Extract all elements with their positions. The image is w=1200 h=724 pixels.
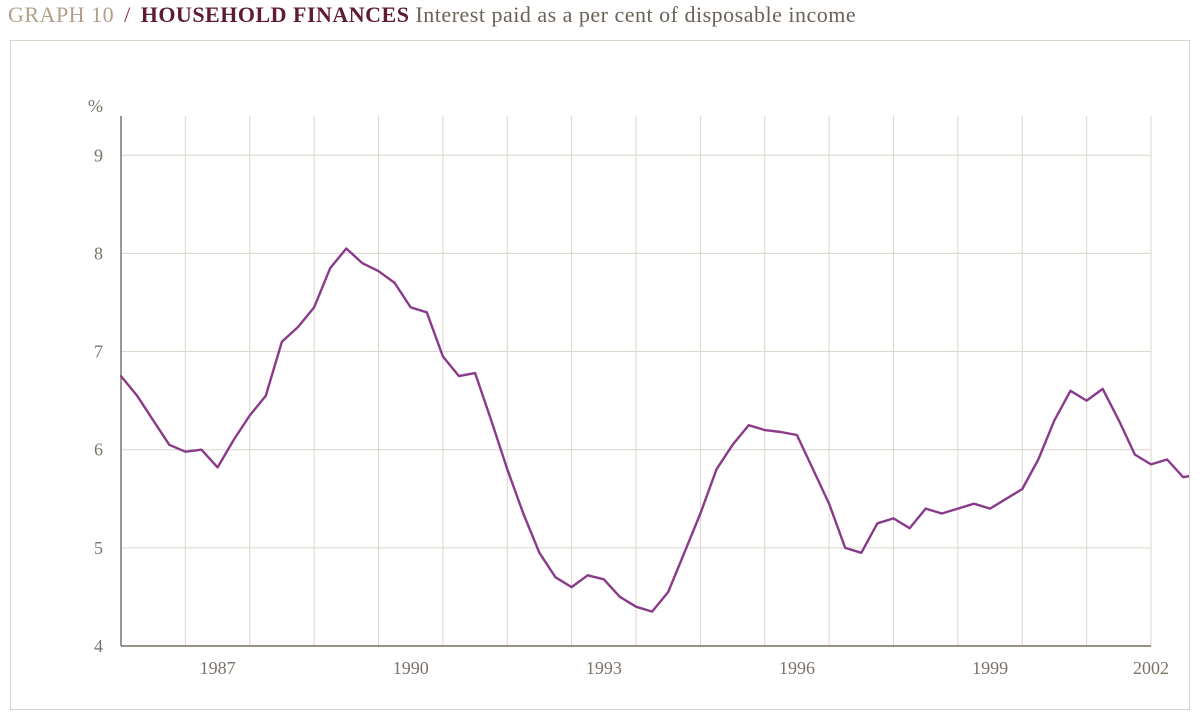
y-tick-label: 6 [94,440,103,460]
chart-frame: 4 5 6 7 8 9% 1987 1990 1993 1996 1999 2002 [10,40,1190,710]
x-tick-label: 1993 [586,658,622,678]
title-bold: HOUSEHOLD FINANCES [141,2,410,27]
title-subtitle: Interest paid as a per cent of disposabl… [415,2,856,27]
x-tick-label: 1996 [779,658,815,678]
y-tick-label: 5 [94,538,103,558]
x-tick-label: 1987 [200,658,236,678]
interest-paid-series [121,249,1189,612]
x-tick-label: 2002 [1133,658,1169,678]
y-tick-label: 7 [94,342,103,362]
line-chart: 4 5 6 7 8 9% 1987 1990 1993 1996 1999 2002 [11,41,1189,709]
x-tick-label: 1990 [393,658,429,678]
title-prefix: GRAPH 10 [8,2,114,27]
y-tick-label: 4 [94,636,103,656]
y-unit-label: % [88,96,103,116]
x-tick-label: 1999 [972,658,1008,678]
chart-title: GRAPH 10 / HOUSEHOLD FINANCES Interest p… [8,2,856,28]
title-slash: / [120,2,135,27]
page: GRAPH 10 / HOUSEHOLD FINANCES Interest p… [0,0,1200,724]
y-tick-label: 9 [94,145,103,165]
y-tick-label: 8 [94,243,103,263]
